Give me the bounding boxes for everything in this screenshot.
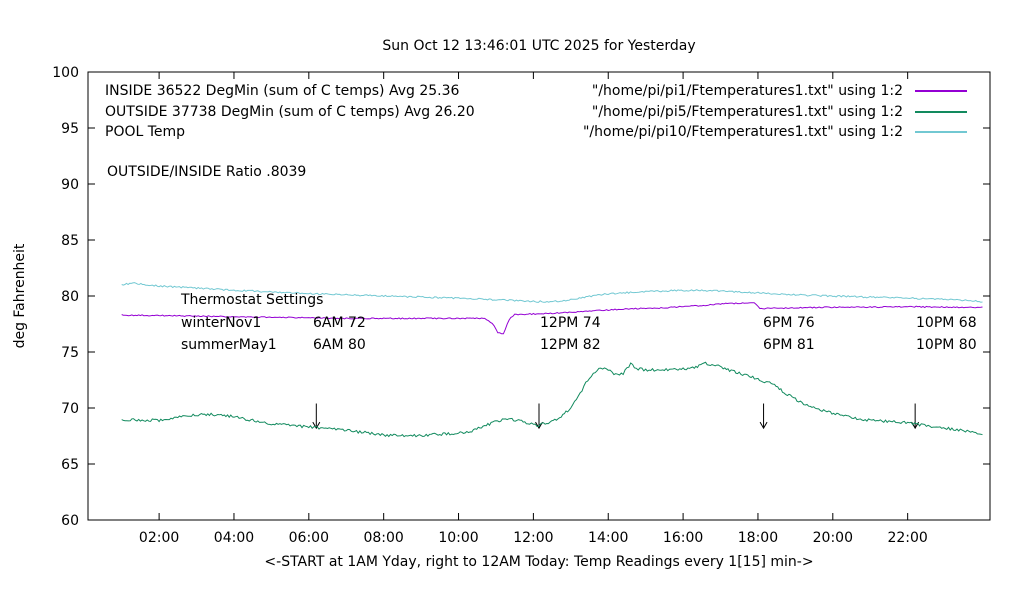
y-axis-label: deg Fahrenheit bbox=[12, 243, 28, 349]
thermostat-setting: 10PM 80 bbox=[916, 337, 977, 353]
thermostat-row-label: winterNov1 bbox=[181, 314, 262, 331]
x-axis-label: <-START at 1AM Yday, right to 12AM Today… bbox=[264, 554, 814, 570]
thermostat-setting: 10PM 68 bbox=[916, 314, 977, 331]
thermostat-setting: 6AM 80 bbox=[313, 337, 366, 353]
plot-border bbox=[87, 71, 991, 521]
legend-line-swatch bbox=[915, 131, 967, 134]
ratio-annotation: OUTSIDE/INSIDE Ratio .8039 bbox=[107, 164, 307, 180]
legend-source: "/home/pi/pi10/Ftemperatures1.txt" using… bbox=[583, 122, 967, 143]
axes bbox=[88, 71, 990, 521]
thermostat-setting: 6PM 76 bbox=[763, 314, 815, 331]
thermostat-setting: 6AM 72 bbox=[313, 314, 366, 331]
legend-row-outside: OUTSIDE 37738 DegMin (sum of C temps) Av… bbox=[105, 102, 967, 123]
x-tick-label: 08:00 bbox=[363, 530, 403, 546]
legend: INSIDE 36522 DegMin (sum of C temps) Avg… bbox=[105, 81, 967, 143]
thermostat-setting: 6PM 81 bbox=[763, 337, 815, 353]
legend-row-inside: INSIDE 36522 DegMin (sum of C temps) Avg… bbox=[105, 81, 967, 102]
y-tick-label: 60 bbox=[61, 513, 79, 529]
y-tick-label: 95 bbox=[61, 121, 79, 137]
thermostat-row-winter: winterNov1 6AM 72 12PM 74 6PM 76 10PM 68 bbox=[181, 312, 1001, 335]
legend-line-swatch bbox=[915, 90, 967, 93]
thermostat-row-summer: summerMay1 6AM 80 12PM 82 6PM 81 10PM 80 bbox=[181, 334, 1001, 357]
x-tick-label: 12:00 bbox=[513, 530, 553, 546]
legend-source: "/home/pi/pi1/Ftemperatures1.txt" using … bbox=[592, 81, 967, 102]
y-tick-label: 90 bbox=[61, 177, 79, 193]
legend-source: "/home/pi/pi5/Ftemperatures1.txt" using … bbox=[592, 102, 967, 123]
legend-series-label: POOL Temp bbox=[105, 124, 186, 141]
x-tick-label: 10:00 bbox=[438, 530, 478, 546]
x-tick-label: 20:00 bbox=[813, 530, 853, 546]
legend-line-swatch bbox=[915, 110, 967, 113]
series-line-outside bbox=[121, 361, 983, 438]
y-tick-label: 85 bbox=[61, 233, 79, 249]
x-tick-label: 18:00 bbox=[738, 530, 778, 546]
thermostat-settings: Thermostat Settings winterNov1 6AM 72 12… bbox=[181, 289, 1001, 357]
legend-file-path: "/home/pi/pi10/Ftemperatures1.txt" using… bbox=[582, 124, 903, 141]
series-line-inside bbox=[121, 302, 983, 335]
y-tick-label: 75 bbox=[61, 345, 79, 361]
x-tick-label: 04:00 bbox=[214, 530, 254, 546]
x-tick-label: 22:00 bbox=[887, 530, 927, 546]
thermostat-arrows bbox=[312, 403, 920, 430]
y-tick-label: 100 bbox=[52, 65, 79, 81]
y-tick-label: 65 bbox=[61, 457, 79, 473]
chart-title: Sun Oct 12 13:46:01 UTC 2025 for Yesterd… bbox=[382, 38, 696, 54]
x-tick-label: 14:00 bbox=[588, 530, 628, 546]
legend-series-label: OUTSIDE 37738 DegMin (sum of C temps) Av… bbox=[105, 103, 475, 120]
legend-row-pool: POOL Temp "/home/pi/pi10/Ftemperatures1.… bbox=[105, 122, 967, 143]
series-line-pool bbox=[121, 282, 983, 303]
x-tick-label: 02:00 bbox=[139, 530, 179, 546]
thermostat-title: Thermostat Settings bbox=[181, 292, 324, 308]
thermostat-row-label: summerMay1 bbox=[181, 337, 277, 353]
x-tick-label: 06:00 bbox=[289, 530, 329, 546]
legend-file-path: "/home/pi/pi5/Ftemperatures1.txt" using … bbox=[591, 103, 903, 120]
y-tick-label: 70 bbox=[61, 401, 79, 417]
thermostat-setting: 12PM 74 bbox=[540, 314, 601, 331]
thermostat-setting: 12PM 82 bbox=[540, 337, 601, 353]
legend-series-label: INSIDE 36522 DegMin (sum of C temps) Avg… bbox=[105, 83, 460, 99]
x-tick-label: 16:00 bbox=[663, 530, 703, 546]
y-tick-label: 80 bbox=[61, 289, 79, 305]
legend-file-path: "/home/pi/pi1/Ftemperatures1.txt" using … bbox=[591, 83, 903, 99]
